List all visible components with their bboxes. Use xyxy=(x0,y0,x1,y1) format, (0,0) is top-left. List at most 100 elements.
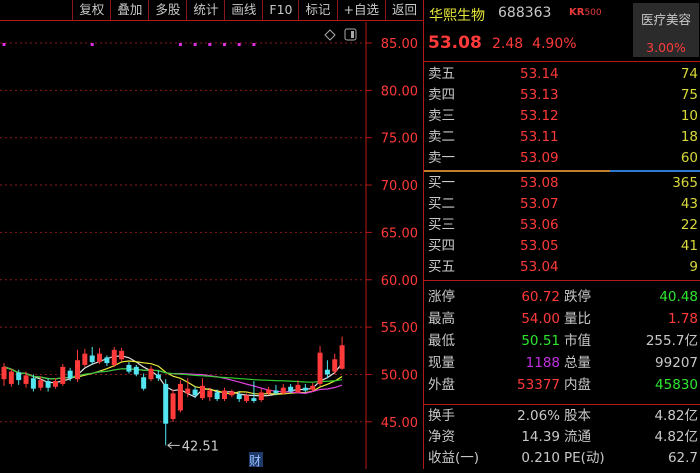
y-tick-label: 55.00 xyxy=(381,321,418,336)
stat-value: 1.78 xyxy=(667,311,698,327)
toolbar-button[interactable]: F10 xyxy=(262,0,298,20)
bid-row[interactable]: 买一 53.08 365 xyxy=(428,173,698,193)
candle-body xyxy=(317,352,323,384)
bid-price: 53.07 xyxy=(520,196,559,212)
candle xyxy=(302,383,308,393)
candle-body xyxy=(302,387,308,391)
ask-row[interactable]: 卖三 53.12 10 xyxy=(428,106,698,126)
candle-body xyxy=(229,391,235,396)
candle-body xyxy=(324,369,330,375)
candle xyxy=(38,376,44,391)
candle-body xyxy=(38,380,44,388)
toolbar-button[interactable]: 叠加 xyxy=(110,0,148,20)
bid-label: 买一 xyxy=(428,175,455,191)
candle xyxy=(52,378,58,389)
ask-price: 53.11 xyxy=(520,129,559,145)
candle xyxy=(199,378,205,401)
low-price-label: 42.51 xyxy=(182,439,219,454)
stat-label: 涨停 xyxy=(428,289,455,305)
candle-body xyxy=(192,389,198,396)
fin-label: PE(动) xyxy=(564,450,605,466)
candle xyxy=(192,386,198,399)
candle-body xyxy=(258,392,264,401)
diamond-icon xyxy=(324,29,336,41)
fin-label: 收益(一) xyxy=(428,450,480,466)
ask-row[interactable]: 卖一 53.09 60 xyxy=(428,148,698,168)
candle xyxy=(222,387,227,401)
stat-value: 255.7亿 xyxy=(645,333,698,349)
candle-body xyxy=(236,394,242,400)
bid-row[interactable]: 买三 53.06 22 xyxy=(428,215,698,235)
fin-row: 换手 2.06% 股本 4.82亿 xyxy=(428,406,698,426)
y-tick-label: 70.00 xyxy=(381,179,418,194)
ask-volume: 75 xyxy=(680,87,698,103)
ask-row[interactable]: 卖四 53.13 75 xyxy=(428,85,698,105)
bid-label: 买五 xyxy=(428,259,455,275)
ask-row[interactable]: 卖二 53.11 18 xyxy=(428,127,698,147)
ask-label: 卖三 xyxy=(428,108,455,124)
ask-label: 卖二 xyxy=(428,129,455,145)
event-badge-finance[interactable]: 财 xyxy=(249,454,261,468)
signal-marker xyxy=(208,43,212,46)
signal-marker xyxy=(223,43,226,46)
candle-body xyxy=(75,360,80,380)
fin-row: 收益(一) 0.210 PE(动) 62.7 xyxy=(428,448,698,468)
toolbar-button[interactable]: 复权 xyxy=(72,0,110,20)
candle-body xyxy=(266,389,272,394)
kline-chart[interactable]: 85.00 80.00 75.00 70.00 65.00 60.00 55.00 50.00… xyxy=(0,22,423,469)
bid-volume: 365 xyxy=(672,175,698,191)
candle-body xyxy=(288,386,294,392)
candle xyxy=(295,380,301,394)
ask-row[interactable]: 卖五 53.14 74 xyxy=(428,64,698,84)
ask-price: 53.12 xyxy=(520,108,559,124)
candle-body xyxy=(52,381,58,387)
candle xyxy=(310,382,316,392)
sector-name: 医疗美容 xyxy=(640,12,691,27)
quote-panel: 华熙生物 688363 KR500 53.08 2.48 4.90% 医疗美容 … xyxy=(423,0,700,469)
candle xyxy=(163,379,169,446)
toolbar-button[interactable]: 返回 xyxy=(384,0,423,20)
bid-volume: 43 xyxy=(680,196,698,212)
bid-label: 买三 xyxy=(428,217,455,233)
candle xyxy=(16,369,22,385)
candle xyxy=(148,365,154,382)
candle-body xyxy=(251,398,257,401)
divider xyxy=(424,280,700,281)
stat-row: 现量 1188 总量 99207 xyxy=(428,353,698,373)
bid-volume: 9 xyxy=(689,259,698,275)
kr-badge-sub: 500 xyxy=(584,8,602,18)
kr-badge-text: KR xyxy=(569,7,585,18)
stat-value: 53377 xyxy=(517,377,560,393)
toolbar-button[interactable]: 统计 xyxy=(186,0,224,20)
candle xyxy=(141,373,147,391)
candle-body xyxy=(141,377,147,389)
change-pct: 4.90% xyxy=(532,36,577,52)
fin-label: 股本 xyxy=(564,408,591,424)
stock-name: 华熙生物 xyxy=(429,8,485,24)
stat-row: 最低 50.51 市值 255.7亿 xyxy=(428,331,698,351)
candle xyxy=(97,347,103,365)
toolbar-button[interactable]: 标记 xyxy=(298,0,336,20)
fin-value: 4.82亿 xyxy=(654,408,698,424)
candle-body xyxy=(199,385,205,399)
candle xyxy=(229,389,235,398)
sector-button[interactable]: 医疗美容 3.00% xyxy=(633,3,699,57)
bid-price: 53.04 xyxy=(520,259,559,275)
stat-label: 跌停 xyxy=(564,289,591,305)
fin-label: 流通 xyxy=(564,429,591,445)
toolbar-button[interactable]: 画线 xyxy=(224,0,262,20)
candle-body xyxy=(280,387,286,394)
candle xyxy=(75,349,80,383)
candle-body xyxy=(222,390,227,400)
candle-body xyxy=(1,366,7,380)
toolbar-button[interactable]: 多股 xyxy=(148,0,186,20)
candle-body xyxy=(111,349,117,365)
bid-price: 53.08 xyxy=(520,175,559,191)
fin-value: 2.06% xyxy=(517,408,560,424)
bid-row[interactable]: 买二 53.07 43 xyxy=(428,194,698,214)
bid-row[interactable]: 买五 53.04 9 xyxy=(428,257,698,277)
candle xyxy=(317,346,323,386)
candle-body xyxy=(207,390,213,398)
toolbar-button[interactable]: +自选 xyxy=(336,0,385,20)
bid-row[interactable]: 买四 53.05 41 xyxy=(428,236,698,256)
